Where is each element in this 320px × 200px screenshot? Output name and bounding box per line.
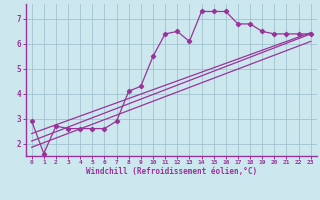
X-axis label: Windchill (Refroidissement éolien,°C): Windchill (Refroidissement éolien,°C) [86, 167, 257, 176]
